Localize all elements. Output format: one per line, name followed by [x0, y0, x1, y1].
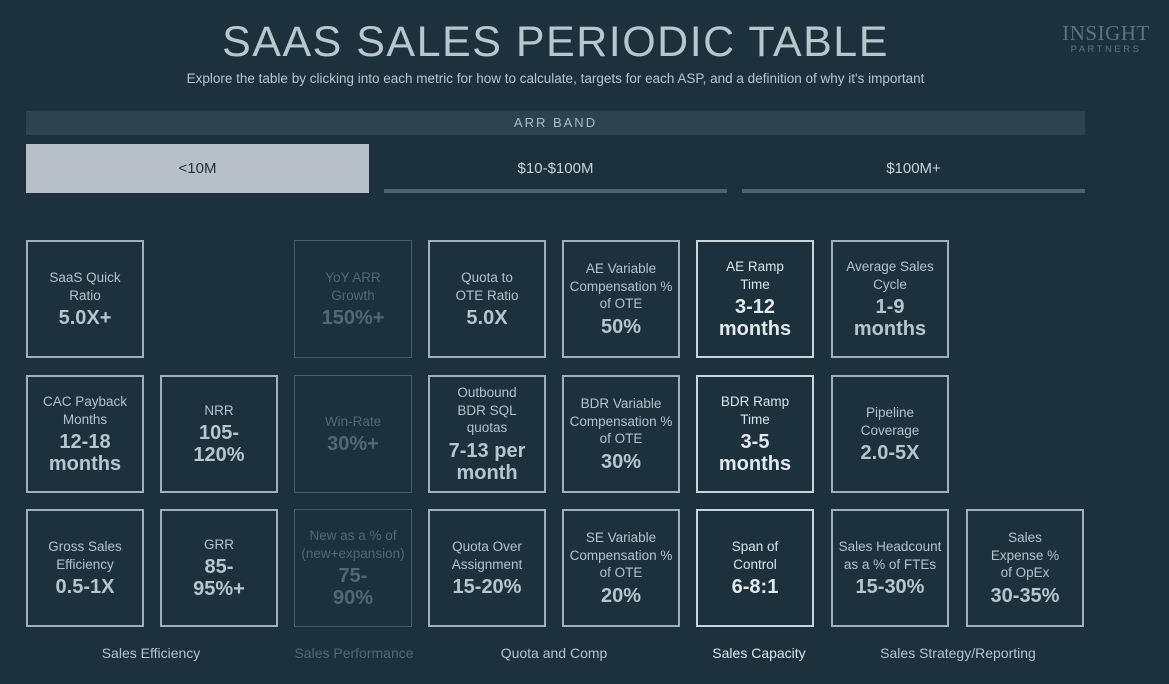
- arr-band-header: ARR BAND: [26, 111, 1085, 135]
- metric-card-ae-ramp-time[interactable]: AE Ramp Time 3-12 months: [696, 240, 814, 358]
- metric-value: 20%: [600, 584, 642, 607]
- category-sales-capacity: Sales Capacity: [712, 645, 806, 661]
- metric-value: 6-8:1: [731, 576, 779, 598]
- metric-name: Span of Control: [731, 539, 779, 572]
- category-quota-and-comp: Quota and Comp: [500, 645, 608, 661]
- metric-card-sales-expense[interactable]: Sales Expense % of OpEx 30-35%: [966, 509, 1084, 627]
- metric-value: 150%+: [321, 307, 385, 329]
- metric-card-outbound-bdr[interactable]: Outbound BDR SQL quotas 7-13 per month: [428, 375, 546, 493]
- metric-value: 75-90%: [332, 565, 374, 609]
- metric-card-new-pct[interactable]: New as a % of (new+expansion) 75-90%: [294, 509, 412, 627]
- metric-card-quota-to-ote[interactable]: Quota to OTE Ratio 5.0X: [428, 240, 546, 358]
- metric-value: 105-120%: [193, 422, 245, 467]
- category-sales-strategy-reporting: Sales Strategy/Reporting: [880, 645, 1036, 661]
- metric-value: 5.0X: [466, 307, 508, 329]
- metric-card-span-of-control[interactable]: Span of Control 6-8:1: [696, 509, 814, 627]
- logo-wordmark: INSIGHT: [1062, 21, 1150, 45]
- metric-name: Outbound BDR SQL quotas: [457, 385, 517, 436]
- tab-underline: [384, 189, 727, 193]
- metric-value: 2.0-5X: [860, 442, 920, 464]
- metric-name: Average Sales Cycle: [846, 259, 934, 292]
- metric-value: 15-20%: [452, 576, 522, 598]
- metric-card-se-variable-comp[interactable]: SE Variable Compensation % of OTE 20%: [562, 509, 680, 627]
- metric-value: 3-12 months: [718, 296, 792, 340]
- tab-label: <10M: [178, 160, 217, 177]
- metric-card-bdr-variable-comp[interactable]: BDR Variable Compensation % of OTE 30%: [562, 375, 680, 493]
- page-title: SAAS SALES PERIODIC TABLE: [222, 18, 889, 66]
- metric-value: 7-13 per month: [448, 439, 526, 484]
- metric-name: Sales Expense % of OpEx: [990, 530, 1060, 581]
- metric-card-grr[interactable]: GRR 85-95%+: [160, 509, 278, 627]
- metric-card-yoy-arr-growth[interactable]: YoY ARR Growth 150%+: [294, 240, 412, 358]
- tab-label: $100M+: [886, 160, 941, 177]
- metric-name: SaaS Quick Ratio: [49, 270, 121, 303]
- page-subtitle: Explore the table by clicking into each …: [186, 71, 925, 86]
- metric-name: YoY ARR Growth: [325, 270, 381, 303]
- metric-value: 85-95%+: [193, 556, 245, 601]
- metric-name: SE Variable Compensation % of OTE: [569, 530, 673, 581]
- metric-value: 15-30%: [855, 576, 925, 598]
- metric-name: Quota to OTE Ratio: [455, 270, 519, 303]
- category-sales-performance: Sales Performance: [294, 645, 414, 661]
- metric-value: 12-18 months: [48, 431, 122, 475]
- metric-name: New as a % of (new+expansion): [301, 528, 405, 561]
- metric-name: AE Variable Compensation % of OTE: [569, 261, 673, 312]
- metric-card-average-sales-cycle[interactable]: Average Sales Cycle 1-9 months: [831, 240, 949, 358]
- metric-name: AE Ramp Time: [726, 259, 784, 292]
- tab-10m-100m[interactable]: $10-$100M: [384, 144, 727, 193]
- metric-card-saas-quick-ratio[interactable]: SaaS Quick Ratio 5.0X+: [26, 240, 144, 358]
- metric-value: 30%: [600, 450, 642, 473]
- metric-value: 0.5-1X: [55, 576, 115, 598]
- metric-value: 1-9 months: [853, 296, 927, 340]
- category-sales-efficiency: Sales Efficiency: [101, 645, 201, 661]
- metric-value: 3-5 months: [718, 431, 792, 475]
- metric-name: Win-Rate: [324, 413, 382, 429]
- metric-card-quota-over-assignment[interactable]: Quota Over Assignment 15-20%: [428, 509, 546, 627]
- metric-name: CAC Payback Months: [42, 394, 128, 427]
- metric-card-bdr-ramp-time[interactable]: BDR Ramp Time 3-5 months: [696, 375, 814, 493]
- metric-value: 50%: [600, 315, 642, 338]
- metric-card-nrr[interactable]: NRR 105-120%: [160, 375, 278, 493]
- metric-card-win-rate[interactable]: Win-Rate 30%+: [294, 375, 412, 493]
- metric-name: NRR: [204, 402, 234, 418]
- metric-name: GRR: [204, 536, 234, 552]
- metric-name: BDR Variable Compensation % of OTE: [569, 396, 673, 447]
- metric-value: 30%+: [327, 433, 379, 456]
- metric-name: Pipeline Coverage: [860, 405, 920, 438]
- metric-card-sales-headcount[interactable]: Sales Headcount as a % of FTEs 15-30%: [831, 509, 949, 627]
- tab-100m-plus[interactable]: $100M+: [742, 144, 1085, 193]
- metric-card-gross-sales-efficiency[interactable]: Gross Sales Efficiency 0.5-1X: [26, 509, 144, 627]
- metric-name: Sales Headcount as a % of FTEs: [838, 539, 942, 572]
- metric-value: 5.0X+: [58, 307, 112, 329]
- metric-card-ae-variable-comp[interactable]: AE Variable Compensation % of OTE 50%: [562, 240, 680, 358]
- tab-under-10m[interactable]: <10M: [26, 144, 369, 193]
- logo-subtext: PARTNERS: [1070, 44, 1142, 55]
- metric-card-cac-payback[interactable]: CAC Payback Months 12-18 months: [26, 375, 144, 493]
- tab-label: $10-$100M: [517, 160, 594, 177]
- metric-name: Gross Sales Efficiency: [48, 539, 122, 572]
- tab-underline: [742, 189, 1085, 193]
- metric-value: 30-35%: [990, 584, 1060, 607]
- metric-name: BDR Ramp Time: [720, 394, 790, 427]
- metric-card-pipeline-coverage[interactable]: Pipeline Coverage 2.0-5X: [831, 375, 949, 493]
- metric-name: Quota Over Assignment: [451, 539, 523, 572]
- insight-partners-logo: INSIGHT PARTNERS: [1046, 22, 1166, 56]
